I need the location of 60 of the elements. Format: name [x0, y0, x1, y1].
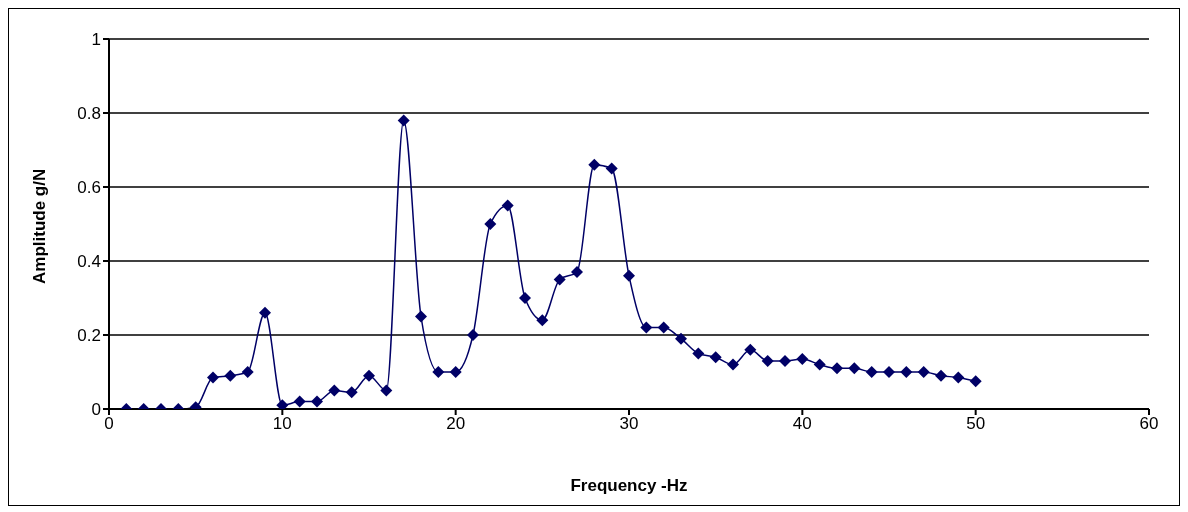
point	[259, 306, 271, 319]
y-tick-label: 0.4	[77, 252, 101, 272]
point	[813, 358, 826, 371]
x-tick-label: 60	[1139, 414, 1159, 434]
y-axis-title: Amplitude g/N	[30, 168, 50, 284]
y-tick-label: 0.6	[77, 178, 101, 198]
x-tick-label: 10	[272, 414, 292, 434]
point	[779, 354, 791, 367]
point	[796, 353, 809, 366]
point	[952, 371, 965, 384]
point	[640, 321, 653, 334]
point	[657, 321, 670, 334]
y-tick-label: 1	[91, 30, 101, 50]
point	[848, 362, 861, 375]
y-tick-label: 0	[91, 400, 101, 420]
point	[571, 266, 583, 279]
point	[311, 395, 323, 408]
point	[831, 362, 843, 375]
y-tick-label: 0.2	[77, 326, 101, 346]
point	[397, 114, 410, 127]
point	[484, 218, 497, 230]
point	[363, 369, 375, 382]
x-tick-label: 30	[619, 414, 639, 434]
point	[883, 366, 895, 378]
point	[293, 395, 306, 408]
point	[501, 199, 514, 212]
point	[536, 314, 549, 327]
point	[900, 366, 913, 378]
point	[709, 351, 722, 364]
point	[675, 332, 687, 345]
point	[935, 369, 947, 382]
x-tick-label: 20	[446, 414, 466, 434]
point	[224, 369, 237, 382]
point	[969, 375, 982, 388]
point	[207, 371, 219, 384]
y-tick-label: 0.8	[77, 104, 101, 124]
point	[623, 269, 635, 282]
point	[727, 358, 739, 371]
point	[761, 354, 774, 367]
point	[605, 162, 618, 175]
x-tick-label: 40	[792, 414, 812, 434]
point	[241, 366, 254, 378]
point	[588, 158, 601, 171]
point	[432, 366, 445, 378]
point	[553, 273, 566, 286]
point	[449, 366, 462, 378]
point	[467, 329, 479, 341]
point	[692, 347, 705, 360]
x-tick-label: 0	[104, 414, 114, 434]
point	[865, 366, 878, 378]
point	[744, 343, 757, 356]
point	[345, 386, 358, 399]
point	[519, 292, 531, 304]
point	[917, 366, 930, 378]
point	[328, 384, 341, 397]
x-tick-label: 50	[966, 414, 986, 434]
point	[276, 399, 289, 409]
point	[415, 310, 427, 323]
x-axis-title: Frequency -Hz	[570, 476, 688, 495]
point	[380, 384, 393, 397]
